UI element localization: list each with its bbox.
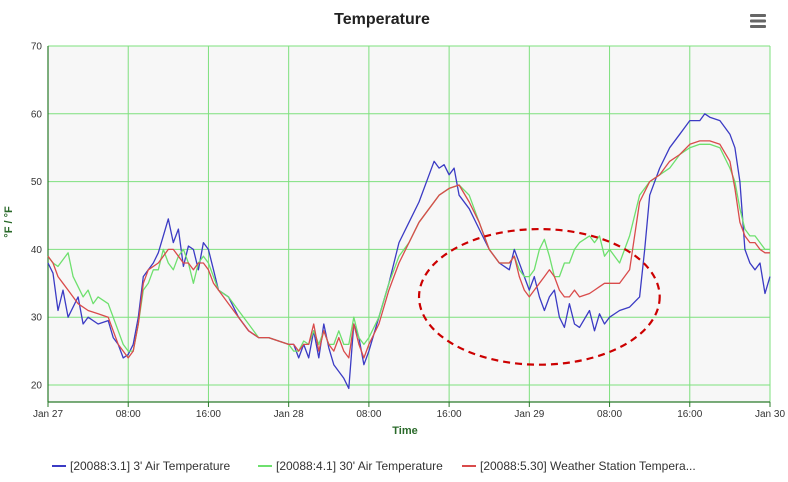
plot-area: [48, 46, 770, 402]
x-tick-label: 08:00: [597, 409, 622, 420]
axes: 20 30 40 50 60 70 Jan 27 08:00 16:00 Jan 28 08:00 1…: [31, 42, 786, 421]
hamburger-icon-bar-3[interactable]: [750, 25, 766, 28]
y-tick-label: 70: [31, 42, 43, 53]
y-axis-title: °F / °F: [3, 206, 15, 238]
legend-label[interactable]: [20088:3.1] 3' Air Temperature: [70, 459, 230, 473]
legend: [20088:3.1] 3' Air Temperature [20088:4.1…: [52, 459, 696, 473]
y-tick-label: 50: [31, 177, 43, 188]
series-line-3: [47, 140, 770, 359]
legend-label[interactable]: [20088:5.30] Weather Station Tempera...: [480, 459, 696, 473]
hamburger-icon-bar-1[interactable]: [750, 14, 766, 17]
hamburger-icon[interactable]: [750, 14, 766, 28]
series-lines: [47, 113, 771, 390]
y-tick-label: 20: [31, 381, 43, 392]
x-tick-label: 08:00: [356, 409, 381, 420]
legend-item-2[interactable]: [20088:4.1] 30' Air Temperature: [258, 459, 443, 473]
highlight-ellipse: [417, 227, 661, 366]
y-tick-label: 40: [31, 245, 43, 256]
x-axis-title: Time: [392, 425, 417, 437]
x-tick-label: 08:00: [116, 409, 141, 420]
x-tick-label: 16:00: [196, 409, 221, 420]
annotation-layer: [417, 227, 661, 366]
series-line-2: [47, 143, 770, 352]
hamburger-icon-bar-2[interactable]: [750, 19, 766, 23]
y-tick-label: 60: [31, 109, 43, 120]
legend-item-1[interactable]: [20088:3.1] 3' Air Temperature: [52, 459, 230, 473]
legend-label[interactable]: [20088:4.1] 30' Air Temperature: [276, 459, 443, 473]
x-tick-label: Jan 27: [33, 409, 63, 420]
x-tick-label: 16:00: [677, 409, 702, 420]
menu-button[interactable]: [744, 10, 772, 32]
x-tick-label: 16:00: [437, 409, 462, 420]
legend-item-3[interactable]: [20088:5.30] Weather Station Tempera...: [462, 459, 696, 473]
x-tick-label: Jan 28: [274, 409, 304, 420]
x-tick-label: Jan 29: [514, 409, 544, 420]
x-tick-label: Jan 30: [755, 409, 785, 420]
chart-title: Temperature: [334, 11, 430, 28]
y-tick-label: 30: [31, 313, 43, 324]
